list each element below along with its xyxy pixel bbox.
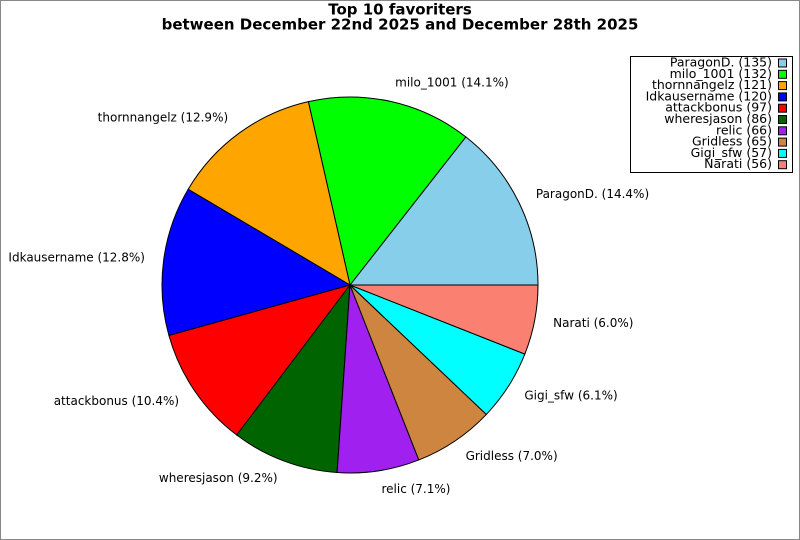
slice-label: milo_1001 (14.1%) <box>395 76 509 90</box>
legend-label: relic (66) <box>716 122 772 137</box>
chart-title: Top 10 favoriters <box>328 1 472 19</box>
legend-label: wheresjason (86) <box>664 111 772 126</box>
slice-label: attackbonus (10.4%) <box>54 394 179 408</box>
pie-slice <box>161 188 352 337</box>
pie-slice <box>349 284 539 355</box>
slice-label: ParagonD. (14.4%) <box>536 187 649 201</box>
legend-swatch <box>778 148 787 158</box>
slice-label: Gridless (7.0%) <box>466 449 558 463</box>
legend-label: Narati (56) <box>704 156 772 171</box>
legend-swatch <box>778 69 787 79</box>
legend-label: ParagonD. (135) <box>670 55 772 70</box>
legend-label: attackbonus (97) <box>665 100 772 115</box>
pie-slice <box>236 283 351 474</box>
legend-swatch <box>778 160 787 170</box>
slice-label: Idkausername (12.8%) <box>8 250 145 264</box>
legend-label: Gigi_sfw (57) <box>691 145 772 160</box>
legend-label: Gridless (65) <box>692 134 772 149</box>
pie-slice <box>168 284 352 436</box>
pie-slice <box>348 136 539 286</box>
slice-label: Narati (6.0%) <box>553 316 633 330</box>
legend-swatch <box>778 115 787 124</box>
pie-slice <box>187 101 351 287</box>
legend-swatch <box>778 58 787 68</box>
slice-label: thornnangelz (12.9%) <box>98 110 228 124</box>
pie-slice <box>307 96 467 287</box>
legend-swatch <box>778 137 787 147</box>
slice-label: relic (7.1%) <box>381 482 450 496</box>
legend-swatch <box>778 81 787 91</box>
slice-label: wheresjason (9.2%) <box>159 471 278 485</box>
legend-swatch <box>778 92 787 102</box>
legend-swatch <box>778 126 787 136</box>
chart-subtitle: between December 22nd 2025 and December … <box>162 16 639 34</box>
legend-label: Idkausername (120) <box>646 88 772 103</box>
legend-label: milo_1001 (132) <box>670 66 772 81</box>
slice-label: Gigi_sfw (6.1%) <box>524 389 617 403</box>
legend-swatch <box>778 103 787 113</box>
legend-label: thornnangelz (121) <box>652 77 772 92</box>
legend-box <box>630 56 793 173</box>
